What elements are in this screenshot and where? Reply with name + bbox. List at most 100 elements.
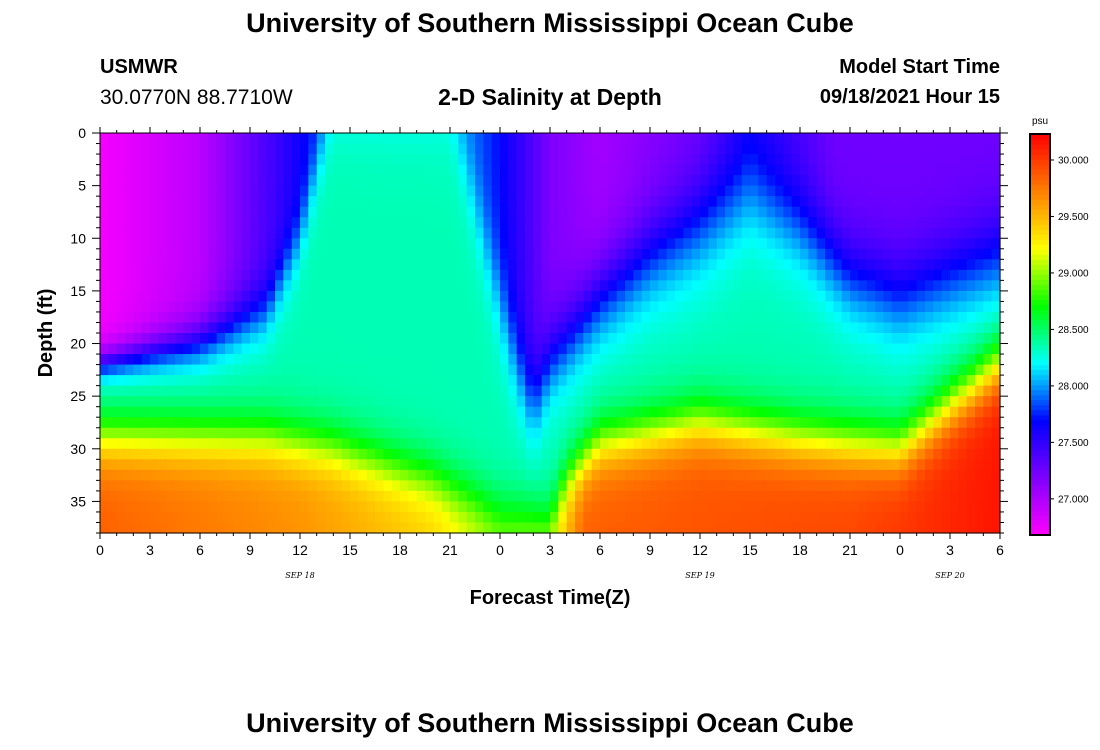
heatmap-cell — [558, 227, 568, 239]
heatmap-cell — [508, 490, 518, 503]
heatmap-cell — [408, 448, 418, 460]
heatmap-cell — [558, 196, 568, 208]
heatmap-cell — [650, 375, 659, 387]
heatmap-cell — [358, 396, 368, 408]
heatmap-cell — [675, 301, 684, 313]
heatmap-cell — [825, 322, 834, 334]
heatmap-cell — [866, 406, 876, 418]
heatmap-cell — [141, 501, 151, 513]
heatmap-cell — [400, 522, 409, 534]
heatmap-cell — [508, 511, 518, 524]
heatmap-cell — [716, 133, 726, 145]
heatmap-cell — [216, 375, 226, 387]
heatmap-cell — [341, 248, 351, 260]
heatmap-cell — [383, 469, 393, 481]
heatmap-cell — [950, 301, 959, 313]
heatmap-cell — [491, 417, 501, 429]
heatmap-cell — [650, 248, 659, 260]
heatmap-cell — [483, 480, 493, 492]
colorbar-swatch — [1030, 374, 1050, 381]
heatmap-cell — [575, 396, 584, 408]
heatmap-cell — [700, 522, 709, 534]
heatmap-cell — [858, 185, 868, 197]
heatmap-cell — [766, 522, 776, 534]
heatmap-cell — [916, 269, 926, 281]
heatmap-cell — [200, 501, 209, 513]
heatmap-cell — [116, 301, 126, 313]
heatmap-cell — [591, 385, 601, 397]
heatmap-cell — [541, 396, 551, 408]
heatmap-cell — [850, 427, 859, 439]
heatmap-cell — [958, 154, 968, 166]
heatmap-cell — [708, 238, 718, 250]
heatmap-cell — [358, 385, 368, 397]
heatmap-cell — [541, 343, 551, 355]
heatmap-cell — [591, 290, 601, 303]
heatmap-cell — [183, 427, 193, 439]
heatmap-cell — [850, 490, 859, 503]
heatmap-cell — [225, 280, 234, 292]
heatmap-cell — [316, 427, 326, 439]
heatmap-cell — [708, 290, 718, 303]
heatmap-cell — [708, 206, 718, 218]
heatmap-cell — [600, 396, 609, 408]
heatmap-cell — [583, 280, 593, 292]
heatmap-cell — [200, 248, 209, 260]
heatmap-cell — [358, 311, 368, 324]
heatmap-cell — [900, 385, 909, 397]
heatmap-cell — [466, 459, 476, 471]
heatmap-cell — [916, 406, 926, 418]
heatmap-cell — [300, 417, 309, 429]
heatmap-cell — [675, 333, 684, 345]
heatmap-cell — [958, 354, 968, 366]
heatmap-cell — [216, 396, 226, 408]
heatmap-cell — [116, 333, 126, 345]
heatmap-cell — [516, 290, 526, 303]
heatmap-cell — [591, 448, 601, 460]
heatmap-cell — [833, 490, 843, 503]
heatmap-cell — [191, 259, 201, 271]
heatmap-cell — [558, 206, 568, 218]
heatmap-cell — [991, 385, 1001, 397]
heatmap-cell — [133, 511, 143, 524]
heatmap-cell — [908, 343, 918, 355]
heatmap-cell — [425, 248, 434, 260]
heatmap-cell — [683, 311, 693, 324]
heatmap-cell — [641, 406, 651, 418]
heatmap-cell — [908, 396, 918, 408]
heatmap-cell — [658, 290, 668, 303]
heatmap-cell — [433, 522, 443, 534]
heatmap-cell — [416, 259, 426, 271]
heatmap-cell — [450, 448, 459, 460]
heatmap-cell — [200, 259, 209, 271]
heatmap-cell — [666, 185, 676, 197]
heatmap-cell — [408, 311, 418, 324]
heatmap-cell — [608, 133, 618, 145]
heatmap-cell — [200, 290, 209, 303]
heatmap-cell — [591, 396, 601, 408]
heatmap-cell — [483, 290, 493, 303]
heatmap-cell — [908, 375, 918, 387]
heatmap-cell — [458, 164, 468, 176]
heatmap-cell — [175, 490, 184, 503]
heatmap-cell — [483, 406, 493, 418]
heatmap-cell — [950, 185, 959, 197]
heatmap-cell — [475, 238, 484, 250]
heatmap-cell — [350, 133, 359, 145]
heatmap-cell — [375, 164, 384, 176]
heatmap-cell — [258, 459, 268, 471]
heatmap-cell — [291, 196, 301, 208]
heatmap-cell — [391, 175, 401, 187]
heatmap-cell — [166, 354, 176, 366]
heatmap-cell — [700, 311, 709, 324]
heatmap-cell — [775, 248, 784, 260]
heatmap-cell — [216, 385, 226, 397]
heatmap-cell — [533, 333, 543, 345]
heatmap-cell — [966, 301, 976, 313]
heatmap-cell — [200, 154, 209, 166]
heatmap-cell — [650, 311, 659, 324]
heatmap-cell — [800, 269, 809, 281]
heatmap-cell — [275, 438, 284, 450]
heatmap-cell — [791, 301, 801, 313]
heatmap-cell — [316, 143, 326, 155]
